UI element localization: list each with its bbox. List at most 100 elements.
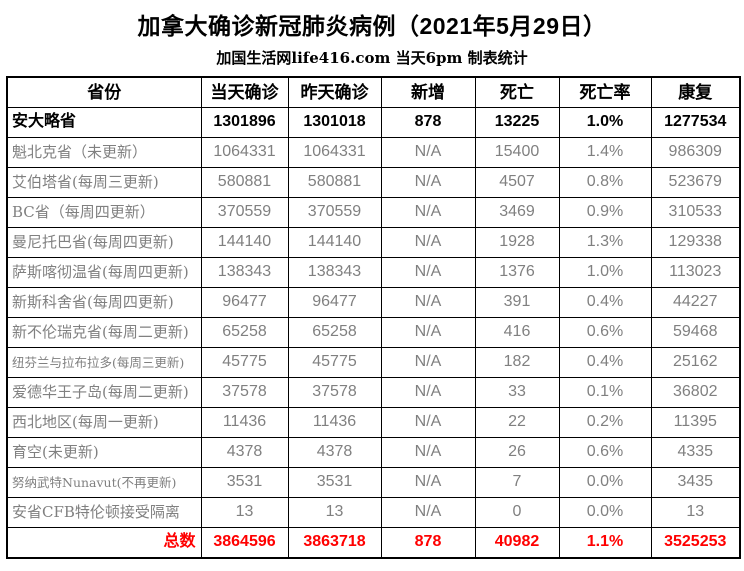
cell-today-confirmed: 96477 [200, 287, 289, 318]
table-row-alberta: 艾伯塔省(每周三更新) 580881 580881 N/A 4507 0.8% … [6, 167, 741, 198]
cell-today-confirmed: 37578 [200, 377, 289, 408]
cell-yesterday-confirmed: 11436 [287, 407, 382, 438]
table-row-cfb-trenton: 安省CFB特伦顿接受隔离 13 13 N/A 0 0.0% 13 [6, 497, 741, 528]
cell-recovered: 1277534 [650, 107, 741, 138]
cell-province: BC省（每周四更新） [6, 197, 202, 228]
cell-yesterday-confirmed: 370559 [287, 197, 382, 228]
table-row-total: 总数 3864596 3863718 878 40982 1.1% 352525… [6, 527, 741, 559]
cell-yesterday-confirmed: 45775 [287, 347, 382, 378]
cell-deaths: 1376 [474, 257, 560, 288]
cell-recovered: 11395 [650, 407, 741, 438]
cell-recovered: 13 [650, 497, 741, 528]
cell-recovered: 59468 [650, 317, 741, 348]
cell-recovered: 310533 [650, 197, 741, 228]
page: 加拿大确诊新冠肺炎病例（2021年5月29日） 加国生活网life416.com… [0, 7, 744, 559]
col-header-today-confirmed: 当天确诊 [200, 76, 289, 108]
cell-recovered: 3525253 [650, 527, 741, 559]
cell-yesterday-confirmed: 3863718 [287, 527, 382, 559]
cell-new-cases: N/A [380, 317, 476, 348]
cell-deaths: 1928 [474, 227, 560, 258]
cell-province: 爱德华王子岛(每周二更新) [6, 377, 202, 408]
cell-deaths: 15400 [474, 137, 560, 168]
cell-today-confirmed: 45775 [200, 347, 289, 378]
col-header-yesterday-confirmed: 昨天确诊 [287, 76, 382, 108]
cell-death-rate: 0.4% [558, 287, 652, 318]
cell-today-confirmed: 3864596 [200, 527, 289, 559]
cell-recovered: 113023 [650, 257, 741, 288]
col-header-death-rate: 死亡率 [558, 76, 652, 108]
cell-province: 新不伦瑞克省(每周二更新) [6, 317, 202, 348]
cell-death-rate: 1.0% [558, 107, 652, 138]
table-row-nunavut: 努纳武特Nunavut(不再更新) 3531 3531 N/A 7 0.0% 3… [6, 467, 741, 498]
cell-new-cases: N/A [380, 407, 476, 438]
cell-deaths: 0 [474, 497, 560, 528]
cell-new-cases: N/A [380, 227, 476, 258]
cell-death-rate: 1.4% [558, 137, 652, 168]
cell-deaths: 22 [474, 407, 560, 438]
cell-recovered: 523679 [650, 167, 741, 198]
table-row-quebec: 魁北克省（未更新） 1064331 1064331 N/A 15400 1.4%… [6, 137, 741, 168]
cell-recovered: 44227 [650, 287, 741, 318]
cell-today-confirmed: 1064331 [200, 137, 289, 168]
cell-today-confirmed: 580881 [200, 167, 289, 198]
table-row-yukon: 育空(未更新) 4378 4378 N/A 26 0.6% 4335 [6, 437, 741, 468]
table-row-newfoundland-labrador: 纽芬兰与拉布拉多(每周三更新) 45775 45775 N/A 182 0.4%… [6, 347, 741, 378]
cell-yesterday-confirmed: 37578 [287, 377, 382, 408]
cell-death-rate: 0.6% [558, 317, 652, 348]
cell-death-rate: 0.2% [558, 407, 652, 438]
table-header-row: 省份 当天确诊 昨天确诊 新增 死亡 死亡率 康复 [6, 76, 741, 108]
cell-province: 萨斯喀彻温省(每周四更新) [6, 257, 202, 288]
cell-province: 育空(未更新) [6, 437, 202, 468]
covid-stats-table: 省份 当天确诊 昨天确诊 新增 死亡 死亡率 康复 安大略省 1301896 1… [6, 76, 741, 559]
cell-recovered: 4335 [650, 437, 741, 468]
cell-deaths: 40982 [474, 527, 560, 559]
cell-yesterday-confirmed: 4378 [287, 437, 382, 468]
cell-deaths: 391 [474, 287, 560, 318]
cell-death-rate: 1.1% [558, 527, 652, 559]
cell-new-cases: N/A [380, 437, 476, 468]
cell-today-confirmed: 138343 [200, 257, 289, 288]
cell-new-cases: N/A [380, 347, 476, 378]
cell-today-confirmed: 4378 [200, 437, 289, 468]
cell-deaths: 182 [474, 347, 560, 378]
table-row-northwest-territories: 西北地区(每周一更新) 11436 11436 N/A 22 0.2% 1139… [6, 407, 741, 438]
cell-death-rate: 0.0% [558, 497, 652, 528]
cell-new-cases: N/A [380, 377, 476, 408]
cell-today-confirmed: 11436 [200, 407, 289, 438]
col-header-deaths: 死亡 [474, 76, 560, 108]
cell-yesterday-confirmed: 65258 [287, 317, 382, 348]
col-header-recovered: 康复 [650, 76, 741, 108]
cell-yesterday-confirmed: 138343 [287, 257, 382, 288]
cell-province: 曼尼托巴省(每周四更新) [6, 227, 202, 258]
col-header-new-cases: 新增 [380, 76, 476, 108]
cell-deaths: 13225 [474, 107, 560, 138]
table-row-ontario: 安大略省 1301896 1301018 878 13225 1.0% 1277… [6, 107, 741, 138]
cell-death-rate: 1.3% [558, 227, 652, 258]
cell-province: 纽芬兰与拉布拉多(每周三更新) [6, 347, 202, 378]
cell-death-rate: 0.8% [558, 167, 652, 198]
col-header-province: 省份 [6, 76, 202, 108]
cell-death-rate: 0.4% [558, 347, 652, 378]
table-row-new-brunswick: 新不伦瑞克省(每周二更新) 65258 65258 N/A 416 0.6% 5… [6, 317, 741, 348]
cell-today-confirmed: 3531 [200, 467, 289, 498]
cell-new-cases: N/A [380, 137, 476, 168]
cell-death-rate: 0.1% [558, 377, 652, 408]
cell-deaths: 4507 [474, 167, 560, 198]
cell-recovered: 25162 [650, 347, 741, 378]
cell-province: 安省CFB特伦顿接受隔离 [6, 497, 202, 528]
cell-total-label: 总数 [6, 527, 202, 559]
cell-today-confirmed: 370559 [200, 197, 289, 228]
table-row-nova-scotia: 新斯科舍省(每周四更新) 96477 96477 N/A 391 0.4% 44… [6, 287, 741, 318]
cell-recovered: 3435 [650, 467, 741, 498]
cell-recovered: 129338 [650, 227, 741, 258]
cell-yesterday-confirmed: 3531 [287, 467, 382, 498]
table-row-pei: 爱德华王子岛(每周二更新) 37578 37578 N/A 33 0.1% 36… [6, 377, 741, 408]
cell-deaths: 33 [474, 377, 560, 408]
cell-new-cases: N/A [380, 167, 476, 198]
cell-province: 西北地区(每周一更新) [6, 407, 202, 438]
cell-new-cases: N/A [380, 497, 476, 528]
cell-new-cases: N/A [380, 257, 476, 288]
cell-yesterday-confirmed: 1301018 [287, 107, 382, 138]
cell-death-rate: 0.0% [558, 467, 652, 498]
cell-today-confirmed: 144140 [200, 227, 289, 258]
